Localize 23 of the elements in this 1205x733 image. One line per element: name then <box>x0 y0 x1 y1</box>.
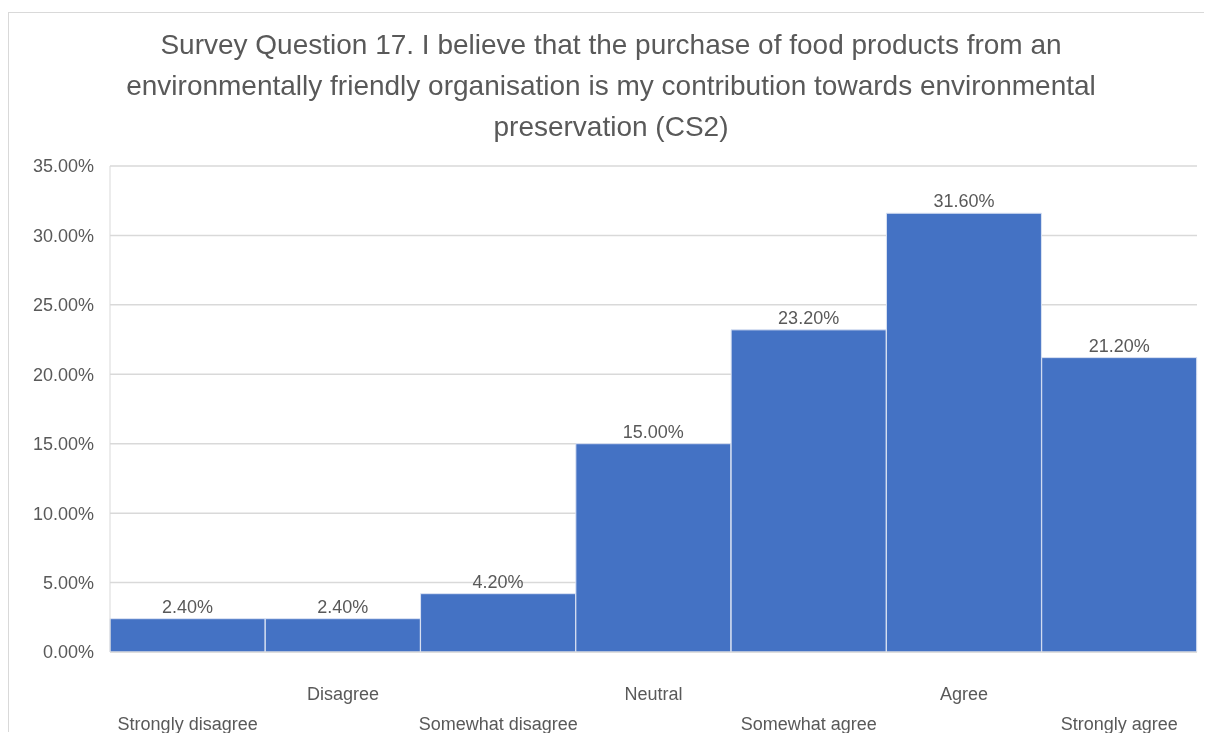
data-label: 2.40% <box>161 596 214 617</box>
y-tick-label: 35.00% <box>32 156 94 177</box>
x-tick-label: Somewhat disagree <box>418 714 578 733</box>
data-label: 15.00% <box>622 421 684 442</box>
y-tick-label: 0.00% <box>42 642 94 663</box>
y-tick-label: 20.00% <box>32 364 94 385</box>
x-tick-label: Strongly agree <box>1060 714 1178 733</box>
data-label: 23.20% <box>778 307 840 328</box>
chart-title: Survey Question 17. I believe that the purchase of food products from an environmentally friendly organisation is my contribution towards environmental preservation (CS2) <box>125 28 1097 144</box>
x-tick-label: Neutral <box>624 684 683 704</box>
data-label: 2.40% <box>317 596 369 617</box>
y-tick-label: 25.00% <box>32 295 94 316</box>
x-tick-label: Somewhat agree <box>740 714 877 733</box>
data-label: 31.60% <box>933 191 995 212</box>
x-tick-label: Strongly disagree <box>117 714 258 733</box>
data-label: 21.20% <box>1088 335 1150 356</box>
y-tick-label: 10.00% <box>32 503 94 524</box>
y-tick-label: 5.00% <box>42 572 94 593</box>
x-tick-label: Disagree <box>306 684 379 704</box>
x-tick-label: Agree <box>940 684 989 704</box>
y-tick-label: 30.00% <box>32 225 94 246</box>
y-tick-label: 15.00% <box>32 434 94 455</box>
data-label: 4.20% <box>472 571 524 592</box>
